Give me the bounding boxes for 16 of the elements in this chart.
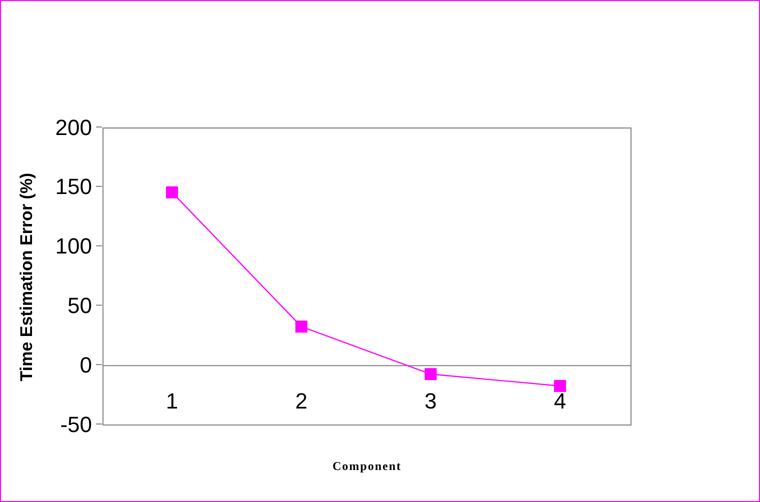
point: [554, 380, 566, 392]
point: [424, 368, 437, 380]
y-tick-label: 150: [55, 174, 92, 200]
x-tick-label: 1: [166, 388, 178, 414]
x-tick-label: 2: [295, 388, 308, 414]
y-axis-title: Time Estimation Error (%): [17, 172, 37, 381]
y-tick-label: -50: [60, 412, 92, 437]
x-tick-label: 4: [554, 388, 566, 414]
y-tick-label: 50: [68, 293, 92, 318]
y-tick-label: 100: [55, 234, 92, 259]
x-axis-title: Component: [331, 459, 402, 474]
y-tick-label: 0: [80, 352, 92, 378]
point: [166, 186, 178, 198]
y-tick-label: 200: [55, 114, 92, 140]
x-tick-label: 3: [424, 388, 437, 414]
point: [295, 320, 308, 333]
